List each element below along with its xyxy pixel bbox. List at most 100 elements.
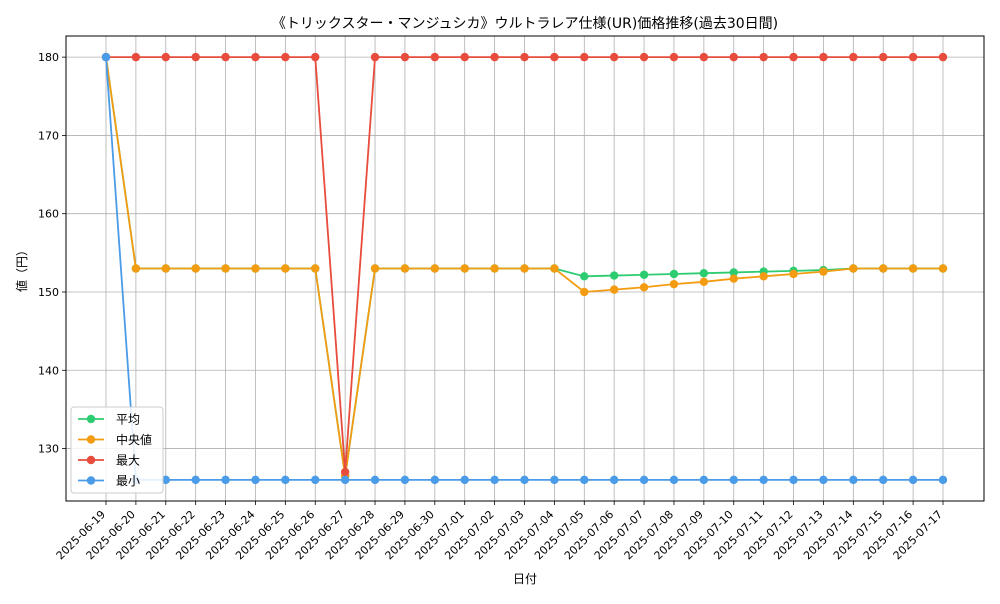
data-point xyxy=(281,264,290,273)
data-point xyxy=(311,475,320,485)
data-point xyxy=(609,285,619,294)
data-point xyxy=(938,264,948,273)
data-point xyxy=(580,475,589,485)
data-point xyxy=(161,264,170,273)
data-point xyxy=(221,52,230,62)
data-point xyxy=(191,475,200,485)
data-point xyxy=(639,475,649,485)
data-point xyxy=(101,52,111,62)
legend-box xyxy=(70,406,164,494)
data-point xyxy=(879,264,888,273)
data-point xyxy=(908,52,918,62)
data-point xyxy=(460,475,469,485)
data-point xyxy=(131,264,141,273)
data-point xyxy=(460,52,469,62)
data-point xyxy=(430,52,440,62)
data-point xyxy=(251,264,260,273)
data-point xyxy=(580,287,589,297)
data-point xyxy=(460,264,469,273)
data-point xyxy=(251,52,260,62)
data-point xyxy=(311,264,320,273)
data-point xyxy=(490,475,499,485)
data-point xyxy=(938,475,948,485)
data-point xyxy=(669,279,679,289)
y-axis: 130 140 150 160 170 180 xyxy=(38,51,66,456)
data-point xyxy=(550,52,559,62)
data-point xyxy=(938,52,948,62)
data-point xyxy=(580,272,589,281)
data-point xyxy=(340,467,350,477)
data-point xyxy=(311,52,320,62)
data-point xyxy=(370,475,380,485)
data-point xyxy=(639,283,649,292)
data-point xyxy=(789,475,798,485)
data-point xyxy=(400,52,410,62)
plot-frame xyxy=(65,35,985,502)
legend-swatch-marker xyxy=(86,435,96,444)
data-point xyxy=(819,267,828,276)
data-point xyxy=(729,274,738,283)
data-point xyxy=(789,269,798,279)
data-point xyxy=(161,52,170,62)
data-point xyxy=(400,475,410,485)
y-tick-label: 140 xyxy=(38,364,59,377)
data-point xyxy=(729,268,738,277)
data-point xyxy=(609,475,619,485)
data-point xyxy=(221,475,230,485)
data-point xyxy=(908,264,918,273)
series-2 xyxy=(101,52,948,477)
data-point xyxy=(699,475,709,485)
data-point xyxy=(849,52,858,62)
y-tick-label: 180 xyxy=(38,51,59,64)
data-point xyxy=(729,52,738,62)
data-point xyxy=(550,475,559,485)
data-point xyxy=(490,264,499,273)
data-point xyxy=(580,52,589,62)
data-point xyxy=(639,52,649,62)
data-point xyxy=(699,52,709,62)
data-point xyxy=(191,264,200,273)
data-point xyxy=(430,264,440,273)
data-point xyxy=(400,264,410,273)
data-point xyxy=(879,52,888,62)
data-point xyxy=(550,264,559,273)
data-point xyxy=(849,475,858,485)
data-point xyxy=(759,52,768,62)
data-point xyxy=(520,264,529,273)
data-point xyxy=(699,268,709,278)
data-point xyxy=(520,475,529,485)
data-point xyxy=(669,52,679,62)
y-axis-label: 値（円） xyxy=(14,244,29,292)
legend-label: 最大 xyxy=(116,454,140,468)
data-point xyxy=(251,475,260,485)
x-axis-label: 日付 xyxy=(513,572,537,586)
data-point xyxy=(729,475,738,485)
data-point xyxy=(759,272,768,281)
data-point xyxy=(430,475,440,485)
legend-swatch-marker xyxy=(86,476,96,485)
chart-title: 《トリックスター・マンジュシカ》ウルトラレア仕様(UR)価格推移(過去30日間) xyxy=(272,16,778,32)
data-point xyxy=(131,52,141,62)
y-tick-label: 170 xyxy=(38,129,59,142)
data-point xyxy=(370,264,380,273)
y-tick-label: 160 xyxy=(38,208,59,221)
data-point xyxy=(370,52,380,62)
data-point xyxy=(221,264,230,273)
data-point xyxy=(281,52,290,62)
data-point xyxy=(879,475,888,485)
data-point xyxy=(609,271,619,280)
data-point xyxy=(849,264,858,273)
y-tick-label: 130 xyxy=(38,443,59,456)
data-point xyxy=(490,52,499,62)
data-point xyxy=(789,52,798,62)
data-point xyxy=(161,475,170,485)
data-point xyxy=(191,52,200,62)
data-point xyxy=(819,475,828,485)
x-axis: 2025-06-192025-06-202025-06-212025-06-22… xyxy=(54,501,945,562)
y-tick-label: 150 xyxy=(38,286,59,299)
series-1 xyxy=(101,52,948,481)
data-point xyxy=(639,270,649,279)
